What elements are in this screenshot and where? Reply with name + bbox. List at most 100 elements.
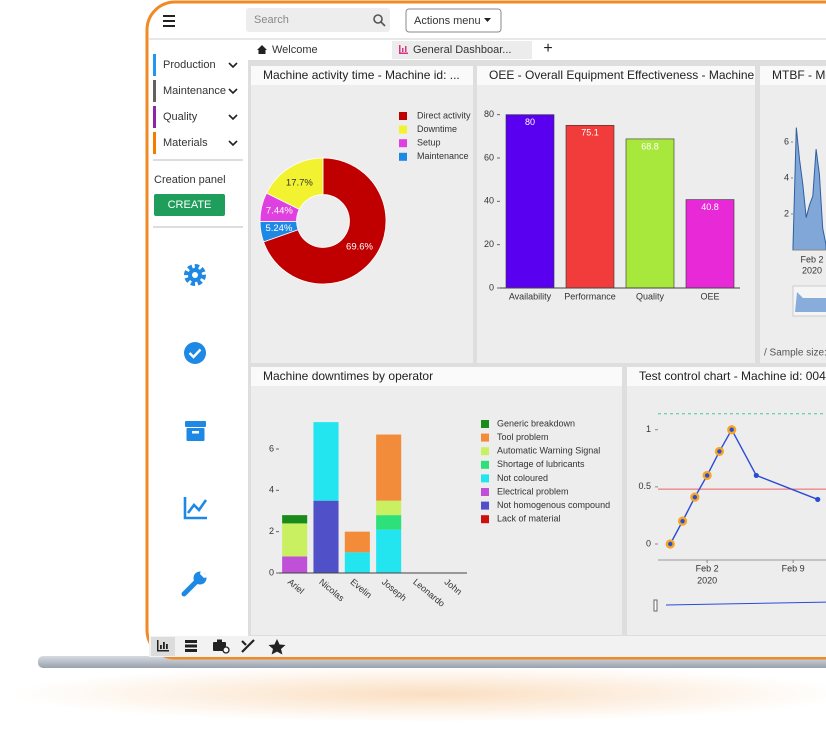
menu-color-bar [153,54,156,76]
create-button[interactable] [154,194,225,216]
pie-slice [263,157,387,285]
legend-label: Electrical problem [497,486,569,496]
menu-label: Maintenance [163,85,226,97]
y-tick-label: 2 [784,208,789,218]
y-tick-label: 2 [269,526,274,536]
legend-swatch [399,139,407,148]
legend-swatch [481,474,489,483]
chevron [228,88,238,95]
box-icon[interactable] [185,421,206,441]
legend-swatch [481,447,489,456]
toolbar-star-icon[interactable] [268,639,286,655]
widget-title: Machine downtimes by operator [263,369,433,383]
actions-menu-label: Actions menu [414,15,481,27]
y-tick-label: 0 [489,282,494,292]
chart-tab-icon [399,45,408,54]
y-tick-label: 6 [784,136,789,146]
legend-swatch [399,125,407,134]
legend-swatch [481,501,489,510]
y-tick-label: 0 [269,567,274,577]
create-button-label: CREATE [168,199,212,211]
legend-label: Maintenance [417,151,469,161]
y-tick-label: 1 [646,424,651,434]
legend-label: Automatic Warning Signal [497,446,600,456]
search-box[interactable] [246,8,390,32]
area [792,127,826,251]
bar-segment [344,531,370,553]
control-point [665,539,675,549]
bottom-toolbar [149,636,826,657]
sidebar-menu-item[interactable]: Production [153,54,238,76]
legend-label: Direct activity [417,110,471,120]
navigator-line [665,601,826,606]
toolbar-list-icon[interactable] [185,640,197,652]
legend-swatch [399,152,407,161]
control-point [815,496,821,503]
hamburger[interactable] [163,15,175,27]
x-tick-label: Feb 2 [800,254,823,264]
toolbar-chart-icon[interactable] [157,640,169,652]
bar [625,138,675,289]
x-tick-label: Quality [636,291,665,301]
slice-label: 7.44% [266,206,293,217]
widget-header [627,367,826,386]
actions-menu-button[interactable] [405,8,502,33]
tab[interactable] [250,41,390,59]
tab-active[interactable] [392,41,532,59]
menu-label: Materials [163,137,208,149]
add-tab[interactable]: + [543,40,552,57]
sidebar-menu-item[interactable]: Maintenance [153,80,238,102]
slice-label: 17.7% [286,178,313,189]
bar-segment [313,500,339,573]
control-point [753,472,759,479]
bar-value-label: 75.1 [581,128,599,138]
widget-body [627,367,826,635]
chart-icon[interactable] [183,497,208,520]
toolbar-tools-icon[interactable] [213,639,230,654]
control-point [727,425,737,435]
check-icon[interactable] [184,342,206,364]
x-tick-label: Feb 2 [696,563,719,573]
legend-label: Setup [417,138,441,148]
legend-swatch [481,460,489,469]
widget-footer: / Sample size: [764,348,826,359]
y-tick-label: 4 [269,485,274,495]
legend-label: Generic breakdown [497,418,575,428]
menu-color-bar [153,80,156,102]
legend-swatch [481,488,489,496]
navigator-area [795,292,826,312]
creation-panel-label: Creation panel [154,174,226,186]
wrench-icon[interactable] [181,570,208,597]
sidebar-menu-item[interactable]: Materials [153,132,238,154]
pie-slice [265,157,324,210]
widget: OEE - Overall Equipment Effectiveness - … [477,66,768,363]
y-tick-label: 0 [646,538,651,548]
menu-color-bar [153,106,156,128]
x-tick-year: 2020 [697,575,717,585]
settings-icon[interactable] [184,264,206,286]
y-tick-label: 6 [269,443,274,453]
bar-segment [376,434,402,501]
widget-title: OEE - Overall Equipment Effectiveness - … [489,68,768,82]
widget-header [477,66,755,85]
chevron [228,114,238,121]
legend-swatch [399,112,407,120]
legend-swatch [481,515,489,524]
legend-label: Downtime [417,124,457,134]
shadow [10,666,826,722]
sidebar-menu-item[interactable]: Quality [153,106,238,128]
bar-segment [282,556,308,573]
slice-label: 69.6% [346,241,373,252]
search-placeholder: Search [254,14,289,26]
widget-title: MTBF - Mo [772,68,826,82]
control-point [690,492,700,502]
home-icon [257,45,267,54]
y-tick-label: 80 [484,109,494,119]
bar-segment [282,515,308,524]
widget: Test control chart - Machine id: 004 0 0.5… [627,367,826,635]
y-tick-label: 60 [484,152,494,162]
toolbar-edit-icon[interactable] [241,639,255,653]
